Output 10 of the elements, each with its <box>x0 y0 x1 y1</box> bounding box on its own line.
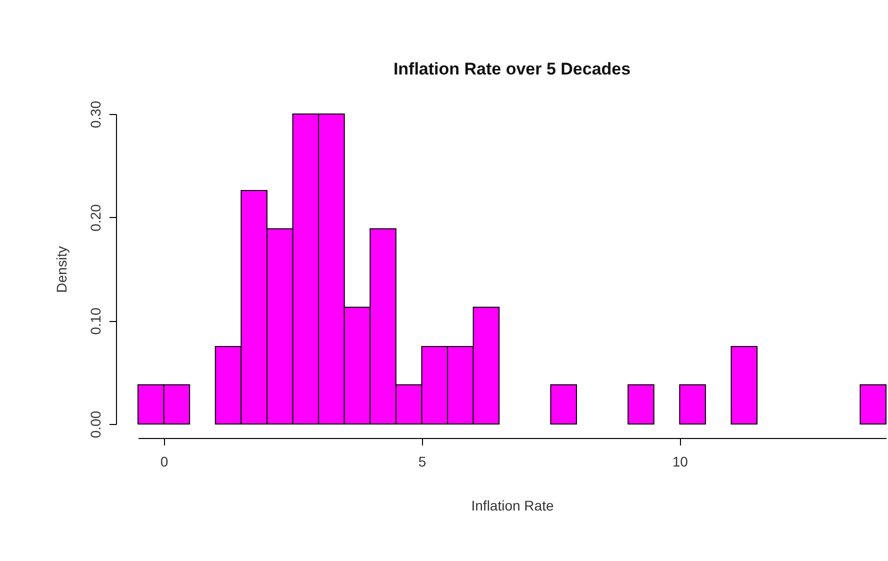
y-axis-title: Density <box>54 246 70 293</box>
chart-title: Inflation Rate over 5 Decades <box>393 59 631 78</box>
x-tick-label: 5 <box>418 454 426 470</box>
y-tick-label: 0.20 <box>88 204 104 232</box>
x-tick-label: 0 <box>160 454 168 470</box>
x-tick-label: 10 <box>672 454 688 470</box>
y-tick-label: 0.10 <box>88 307 104 335</box>
y-tick-label: 0.30 <box>88 100 104 128</box>
x-axis-title: Inflation Rate <box>471 498 554 514</box>
y-tick-label: 0.00 <box>88 410 104 438</box>
